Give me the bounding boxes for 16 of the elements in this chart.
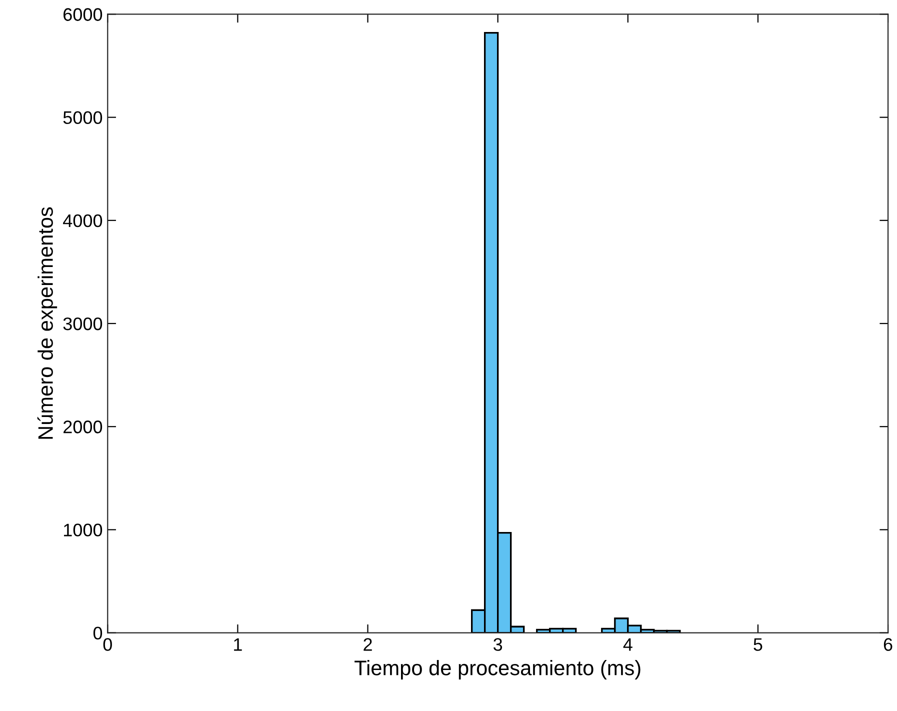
y-tick-label: 6000 (64, 8, 102, 21)
x-tick-label: 4 (623, 638, 632, 651)
y-tick-label: 5000 (63, 111, 102, 124)
x-tick-label: 2 (364, 638, 372, 651)
y-tick-label: 2000 (64, 420, 102, 434)
y-tick-label: 0 (93, 626, 102, 640)
x-axis-title: Tiempo de procesamiento (ms) (354, 660, 640, 680)
y-tick-label: 3000 (63, 317, 102, 330)
y-axis-title: Número de experimentos (37, 207, 58, 439)
x-tick-label: 0 (103, 638, 112, 651)
x-tick-label: 5 (754, 638, 762, 651)
x-tick-label: 3 (494, 638, 502, 651)
x-tick-label: 1 (234, 638, 242, 651)
x-tick-label: 6 (884, 638, 892, 651)
y-tick-label: 1000 (64, 524, 102, 536)
y-tick-label: 4000 (63, 214, 102, 228)
